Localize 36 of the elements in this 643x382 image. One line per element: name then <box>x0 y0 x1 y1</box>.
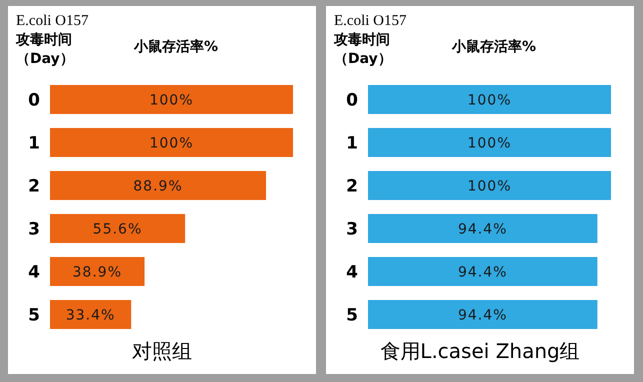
bar <box>50 257 145 286</box>
data-label: 33.4% <box>66 308 116 324</box>
y-tick-label: 0 <box>28 90 40 110</box>
data-label: 94.4% <box>458 264 508 280</box>
x-axis-title: 小鼠存活率% <box>450 38 536 55</box>
bar <box>50 85 293 114</box>
y-tick-label: 5 <box>28 306 40 326</box>
data-label: 100% <box>467 136 512 152</box>
data-label: 94.4% <box>458 308 508 324</box>
data-label: 100% <box>467 178 512 194</box>
y-tick-label: 1 <box>346 134 358 154</box>
data-label: 100% <box>149 92 194 108</box>
data-label: 100% <box>467 92 512 108</box>
bar <box>50 171 266 200</box>
y-tick-label: 3 <box>28 220 40 240</box>
y-tick-label: 4 <box>28 262 40 282</box>
bar <box>50 300 132 329</box>
data-label: 100% <box>149 136 194 152</box>
y-tick-label: 4 <box>346 262 358 282</box>
bar <box>50 214 186 243</box>
y-tick-label: 5 <box>346 306 358 326</box>
data-label: 88.9% <box>133 178 183 194</box>
y-tick-label: 3 <box>346 220 358 240</box>
text: 对照组 <box>132 339 192 363</box>
y-axis-title: E.coli O157 攻毒时间（Day） <box>334 12 406 69</box>
data-label: 94.4% <box>458 222 508 238</box>
x-axis-title: 小鼠存活率% <box>132 38 218 55</box>
y-tick-label: 0 <box>346 90 358 110</box>
data-label: 55.6% <box>92 222 142 238</box>
y-tick-label: 2 <box>346 176 358 196</box>
y-axis-title: E.coli O157 攻毒时间（Day） <box>16 12 88 69</box>
text: 食用L.casei Zhang组 <box>380 339 580 363</box>
y-tick-label: 1 <box>28 134 40 154</box>
data-label: 38.9% <box>72 264 122 280</box>
y-tick-label: 2 <box>28 176 40 196</box>
bar <box>50 128 293 157</box>
